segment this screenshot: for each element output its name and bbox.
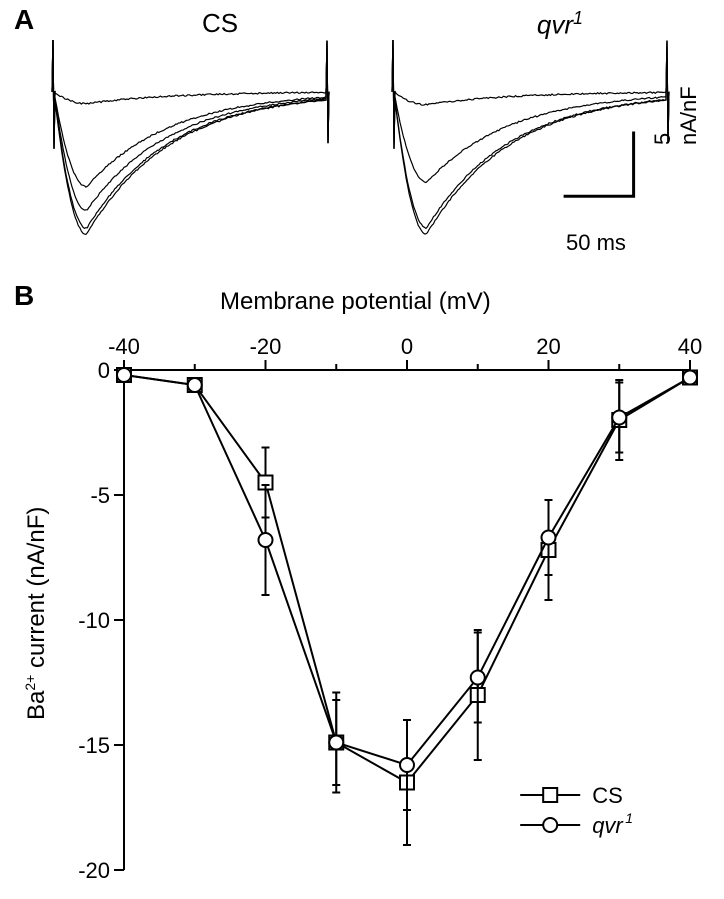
panel-a-qvr-title: qvr1 [510, 8, 610, 41]
panel-b-chart: -40 -20 0 20 40 0 -5 -10 -15 -20 CS qvr1 [60, 320, 710, 890]
svg-text:-20: -20 [250, 334, 282, 359]
svg-text:-40: -40 [108, 334, 140, 359]
svg-text:-15: -15 [78, 733, 110, 758]
svg-text:-10: -10 [78, 608, 110, 633]
x-axis-label: Membrane potential (mV) [220, 288, 491, 316]
panel-a-cs-traces [40, 40, 360, 270]
scale-y-label: 5 nA/nF [650, 71, 702, 145]
panel-a-cs-title: CS [170, 8, 270, 39]
scale-x-label: 50 ms [566, 230, 626, 256]
svg-text:CS: CS [592, 783, 623, 808]
y-axis-label-suffix: current (nA/nF) [23, 507, 50, 675]
svg-text:qvr: qvr [592, 813, 624, 838]
panel-a-qvr-title-text: qvr [537, 10, 573, 40]
panel-a-label: A [14, 4, 34, 36]
svg-text:0: 0 [401, 334, 413, 359]
svg-text:20: 20 [536, 334, 560, 359]
y-axis-label-prefix: Ba [23, 691, 50, 720]
svg-text:-20: -20 [78, 858, 110, 883]
y-axis-label-sup: 2+ [22, 675, 38, 691]
panel-a-qvr-title-sup: 1 [573, 8, 583, 28]
figure-root: A CS qvr1 5 nA/nF 50 ms B Membrane poten… [0, 0, 724, 899]
svg-text:1: 1 [625, 810, 633, 826]
svg-text:-5: -5 [90, 483, 110, 508]
svg-text:40: 40 [678, 334, 702, 359]
panel-b-label: B [14, 280, 34, 312]
svg-text:0: 0 [98, 358, 110, 383]
y-axis-label: Ba2+ current (nA/nF) [22, 507, 51, 720]
